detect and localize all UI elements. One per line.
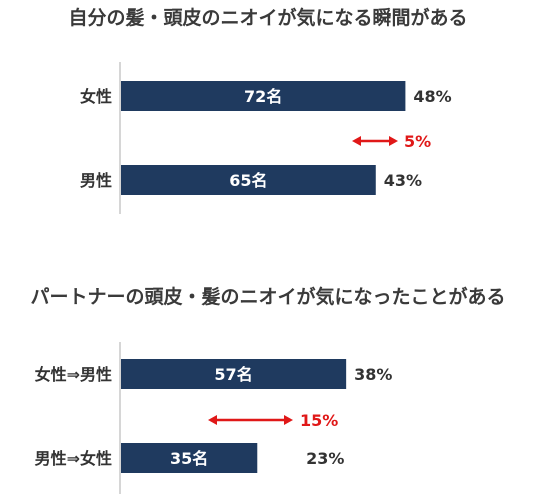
category-label: 男性⇒女性 [35, 449, 112, 468]
bar [121, 443, 258, 473]
difference-arrowhead-left [208, 415, 217, 425]
category-label: 女性 [80, 87, 112, 106]
bar-percent-label: 48% [413, 87, 451, 106]
bar-count-label: 57名 [214, 365, 252, 384]
difference-arrowhead-right [284, 415, 293, 425]
bar [121, 165, 376, 195]
difference-arrowhead-right [389, 136, 398, 146]
bar-percent-label: 38% [354, 365, 392, 384]
chart-title: パートナーの頭皮・髪のニオイが気になったことがある [30, 285, 505, 308]
bar-percent-label: 43% [384, 171, 422, 190]
bar-count-label: 72名 [244, 87, 282, 106]
bar-count-label: 65名 [229, 171, 267, 190]
difference-arrowhead-left [352, 136, 361, 146]
bar-percent-label: 23% [306, 449, 344, 468]
difference-label: 5% [404, 132, 431, 151]
bar [121, 81, 406, 111]
bar [121, 359, 347, 389]
bar-count-label: 35名 [170, 449, 208, 468]
category-label: 男性 [80, 171, 112, 190]
chart-title: 自分の髪・頭皮のニオイが気になる瞬間がある [68, 6, 467, 29]
category-label: 女性⇒男性 [35, 365, 112, 384]
difference-label: 15% [300, 411, 338, 430]
